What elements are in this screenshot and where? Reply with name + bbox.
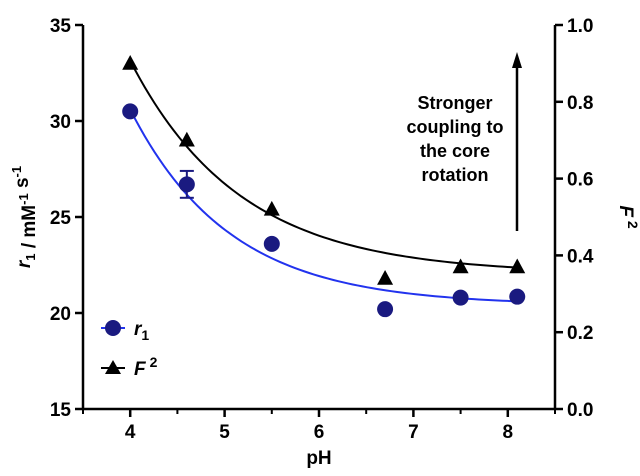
r1-data-point — [377, 301, 394, 318]
f2-data-point — [263, 200, 280, 216]
x-tick-label: 6 — [314, 422, 325, 443]
y-right-tick-label: 0.0 — [567, 400, 593, 421]
r1-data-point — [509, 288, 526, 305]
legend-r1-marker — [105, 320, 121, 336]
legend-f2-marker — [105, 360, 121, 374]
y-left-axis-title: r1 / mM-1 s-1 — [9, 166, 40, 268]
y-right-tick-label: 0.4 — [567, 246, 594, 267]
y-right-tick-label: 0.8 — [567, 93, 593, 114]
y-left-tick-label: 15 — [50, 400, 72, 421]
x-tick-label: 8 — [503, 422, 514, 443]
y-right-axis-title: F 2 — [615, 205, 640, 228]
x-tick-label: 7 — [408, 422, 419, 443]
f2-data-point — [509, 258, 526, 274]
y-right-tick-label: 1.0 — [567, 16, 593, 37]
annotation-line: Stronger — [417, 93, 492, 113]
r1-data-point — [452, 289, 469, 306]
y-left-tick-label: 20 — [50, 304, 71, 325]
f2-data-point — [452, 258, 469, 274]
annotation-line: rotation — [422, 165, 489, 185]
f2-data-point — [377, 270, 394, 285]
r1-data-point — [122, 103, 139, 120]
annotation-line: the core — [420, 141, 490, 161]
y-right-tick-label: 0.6 — [567, 170, 593, 191]
x-tick-label: 5 — [219, 422, 230, 443]
x-tick-label: 4 — [125, 422, 136, 443]
y-left-tick-label: 35 — [50, 16, 72, 37]
y-right-tick-label: 0.2 — [567, 323, 593, 344]
annotation-arrow-head — [512, 52, 522, 68]
x-axis-title: pH — [306, 448, 331, 469]
r1-data-point — [178, 176, 195, 193]
r1-data-point — [263, 235, 280, 252]
y-left-tick-label: 25 — [50, 208, 72, 229]
annotation-line: coupling to — [407, 117, 504, 137]
F2-fit-curve — [129, 60, 518, 269]
f2-data-point — [178, 131, 195, 147]
y-left-tick-label: 30 — [50, 112, 71, 133]
f2-data-point — [122, 55, 139, 70]
legend-r1-label: r1 — [134, 319, 149, 343]
